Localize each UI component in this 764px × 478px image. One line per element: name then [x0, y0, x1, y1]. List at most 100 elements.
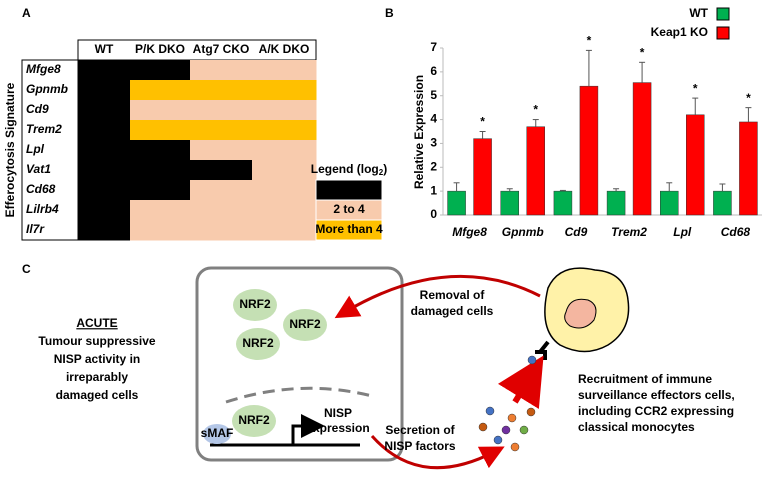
heat-cell — [252, 180, 317, 201]
legend-title-sub: 2 — [379, 168, 384, 177]
bar — [447, 190, 466, 216]
acute-text: damaged cells — [56, 388, 139, 402]
legend-swatch — [716, 26, 730, 40]
heat-cell — [78, 120, 131, 141]
smaf-label: sMAF — [201, 426, 234, 440]
factor — [527, 355, 537, 365]
heat-cell — [78, 180, 131, 201]
bar — [660, 190, 679, 216]
y-tick-label: 1 — [430, 183, 437, 197]
significance: * — [533, 103, 538, 117]
factor — [526, 407, 536, 417]
panel-label: A — [22, 6, 31, 20]
recruitment-label: Recruitment of immune — [578, 372, 712, 386]
bar — [713, 190, 732, 216]
nrf2-blob — [236, 328, 280, 360]
heat-cell — [252, 80, 317, 101]
nrf2-label: NRF2 — [238, 413, 270, 427]
removal-arrow — [334, 274, 541, 319]
factor — [501, 425, 511, 435]
receptor — [535, 340, 550, 360]
bar — [553, 190, 573, 216]
heat-cell — [190, 60, 253, 81]
heat-cell — [130, 220, 191, 241]
heat-cell — [130, 200, 191, 221]
smaf-blob — [203, 424, 231, 444]
gene-label: Gpnmb — [26, 82, 68, 96]
y-axis-label: Relative Expression — [412, 75, 426, 189]
significance: * — [693, 81, 698, 95]
cell-box — [195, 266, 404, 462]
panel-label: B — [385, 6, 394, 20]
secretion-label: NISP factors — [384, 439, 455, 453]
heat-cell — [190, 180, 253, 201]
bar — [579, 85, 599, 216]
bar — [526, 126, 545, 216]
bar — [500, 190, 519, 216]
factor — [493, 435, 503, 445]
heat-cell — [252, 120, 317, 141]
legend-title-end: ) — [383, 162, 387, 176]
y-tick-label: 5 — [430, 88, 437, 102]
gene-label: Vat1 — [26, 162, 51, 176]
removal-label: Removal of — [420, 288, 486, 302]
nucleus-line — [225, 386, 373, 404]
y-tick-label: 2 — [430, 159, 437, 173]
acute-text: Tumour suppressive — [38, 334, 155, 348]
heat-cell — [190, 220, 253, 241]
legend-label: WT — [689, 6, 708, 20]
legend-title: Legend (log2) — [311, 162, 387, 177]
gene-label: Cd68 — [26, 182, 56, 196]
heat-cell — [252, 140, 317, 161]
column-header: WT — [95, 42, 114, 56]
significance: * — [640, 45, 645, 59]
bar — [686, 114, 705, 216]
significance: * — [587, 34, 592, 48]
column-header: A/K DKO — [259, 42, 310, 56]
bar — [632, 82, 652, 216]
heat-cell — [252, 200, 317, 221]
bar — [739, 121, 758, 216]
gene-label: Mfge8 — [26, 62, 61, 76]
acute-title: ACUTE — [76, 316, 117, 330]
legend-label: More than 4 — [315, 222, 383, 236]
x-tick-label: Mfge8 — [452, 225, 487, 239]
heat-cell — [130, 80, 191, 101]
heat-cell — [252, 60, 317, 81]
nrf2-label: NRF2 — [289, 317, 321, 331]
heat-cell — [130, 180, 191, 201]
recruitment-label: surveillance effectors cells, — [578, 388, 735, 402]
promoter-arrow — [291, 414, 325, 445]
heat-cell — [78, 140, 131, 161]
heat-cell — [190, 200, 253, 221]
heat-cell — [130, 60, 191, 81]
gene-label: Cd9 — [26, 102, 49, 116]
heat-cell — [190, 100, 253, 121]
y-tick-label: 7 — [430, 40, 437, 54]
factor — [507, 413, 517, 423]
y-tick-label: 6 — [430, 64, 437, 78]
gene-box — [21, 59, 79, 241]
expression-label: NISP — [324, 406, 352, 420]
legend-title-text: Legend (log — [311, 162, 379, 176]
factor — [510, 442, 520, 452]
heat-cell — [252, 220, 317, 241]
y-tick-label: 0 — [430, 207, 437, 221]
factor — [519, 425, 529, 435]
gene-label: Lilrb4 — [26, 202, 59, 216]
nrf2-label: NRF2 — [242, 336, 274, 350]
legend-swatch — [315, 219, 383, 241]
heat-cell — [190, 160, 253, 181]
heat-cell — [190, 80, 253, 101]
significance: * — [746, 91, 751, 105]
nrf2-blob — [233, 289, 277, 321]
heat-cell — [252, 160, 317, 181]
heat-cell — [78, 60, 131, 81]
nisp-factors — [478, 355, 537, 452]
factor — [485, 406, 495, 416]
macrophage-nucleus — [564, 298, 597, 329]
secretion-label: Secretion of — [385, 423, 455, 437]
x-tick-label: Cd9 — [565, 225, 588, 239]
acute-text: irreparably — [66, 370, 128, 384]
